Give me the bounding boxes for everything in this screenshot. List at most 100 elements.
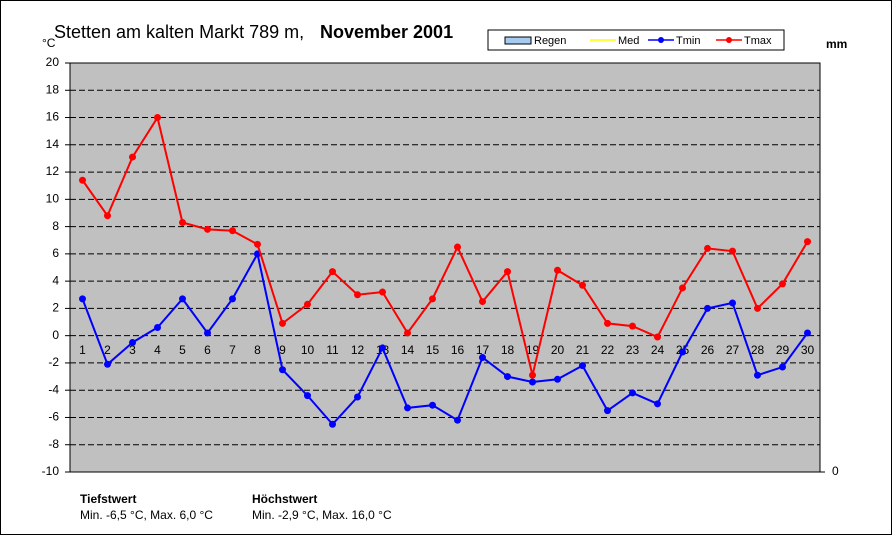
- x-tick-label: 10: [301, 343, 315, 357]
- x-tick-label: 6: [204, 343, 211, 357]
- point: [604, 319, 611, 327]
- point: [404, 404, 411, 412]
- point: [504, 373, 511, 381]
- x-tick-label: 7: [229, 343, 236, 357]
- point: [329, 268, 336, 276]
- point: [204, 225, 211, 233]
- point: [279, 366, 286, 374]
- x-tick-label: 17: [476, 343, 490, 357]
- point: [804, 238, 811, 246]
- point: [654, 333, 661, 341]
- y-tick-label: 6: [52, 246, 59, 260]
- point: [279, 319, 286, 327]
- x-tick-label: 15: [426, 343, 440, 357]
- point: [329, 420, 336, 428]
- point: [804, 329, 811, 337]
- y-tick-label: 16: [46, 110, 60, 124]
- plot-area: [70, 63, 820, 472]
- point: [529, 371, 536, 379]
- point: [79, 176, 86, 184]
- x-tick-label: 9: [279, 343, 286, 357]
- x-tick-label: 24: [651, 343, 665, 357]
- x-tick-label: 4: [154, 343, 161, 357]
- annotation-text: Min. -6,5 °C, Max. 6,0 °C: [80, 508, 213, 522]
- point: [104, 212, 111, 220]
- y-tick-label: 12: [46, 164, 60, 178]
- point: [304, 392, 311, 400]
- point: [204, 329, 211, 337]
- point: [429, 401, 436, 409]
- y2-axis-label: mm: [826, 37, 847, 51]
- point: [229, 227, 236, 235]
- point: [254, 240, 261, 248]
- chart-subtitle: November 2001: [320, 22, 453, 42]
- point: [529, 378, 536, 386]
- point: [479, 353, 486, 361]
- x-tick-label: 27: [726, 343, 740, 357]
- x-tick-label: 2: [104, 343, 111, 357]
- series-line: [81, 251, 809, 426]
- annotation-text: Min. -2,9 °C, Max. 16,0 °C: [252, 508, 392, 522]
- point: [454, 243, 461, 251]
- x-tick-label: 30: [801, 343, 815, 357]
- point: [704, 244, 711, 252]
- y-tick-label: 4: [52, 273, 59, 287]
- y-tick-label: 20: [46, 55, 60, 69]
- x-tick-label: 14: [401, 343, 415, 357]
- point: [154, 323, 161, 331]
- x-tick-label: 22: [601, 343, 615, 357]
- series-line: [81, 114, 809, 376]
- point: [154, 114, 161, 122]
- point: [229, 295, 236, 303]
- point: [379, 344, 386, 352]
- x-tick-label: 12: [351, 343, 365, 357]
- x-tick-label: 3: [129, 343, 136, 357]
- point: [754, 304, 761, 312]
- y-tick-label: -6: [48, 410, 59, 424]
- point: [454, 416, 461, 424]
- y2-tick-label: 0: [832, 464, 839, 478]
- point: [579, 281, 586, 289]
- point: [79, 295, 86, 303]
- point: [654, 400, 661, 408]
- point: [679, 348, 686, 356]
- x-tick-label: 18: [501, 343, 515, 357]
- point: [404, 329, 411, 337]
- y-tick-label: 10: [46, 192, 60, 206]
- point: [429, 295, 436, 303]
- y-tick-label: 14: [46, 137, 60, 151]
- x-tick-label: 8: [254, 343, 261, 357]
- x-tick-label: 26: [701, 343, 715, 357]
- point: [479, 298, 486, 306]
- y-tick-label: 18: [46, 82, 60, 96]
- point: [354, 393, 361, 401]
- x-tick-label: 11: [326, 343, 339, 357]
- point: [604, 407, 611, 415]
- point: [354, 291, 361, 299]
- x-tick-label: 20: [551, 343, 565, 357]
- legend-swatch: [504, 36, 532, 45]
- y-axis-label: °C: [42, 36, 56, 50]
- point: [554, 375, 561, 383]
- y-tick-label: -10: [42, 464, 60, 478]
- point: [504, 268, 511, 276]
- x-tick-label: 16: [451, 343, 465, 357]
- y-tick-label: -4: [48, 382, 59, 396]
- y-tick-label: -2: [48, 355, 59, 369]
- point: [554, 266, 561, 274]
- x-tick-label: 1: [79, 343, 86, 357]
- x-tick-label: 28: [751, 343, 765, 357]
- y-tick-label: 2: [52, 301, 59, 315]
- point: [729, 247, 736, 255]
- point: [754, 371, 761, 379]
- legend-label: Regen: [534, 35, 566, 47]
- legend-label: Tmin: [676, 35, 700, 47]
- point: [304, 300, 311, 308]
- chart-title: Stetten am kalten Markt 789 m,: [54, 22, 304, 42]
- point: [779, 363, 786, 371]
- point: [729, 299, 736, 307]
- annotation-title: Tiefstwert: [80, 492, 136, 506]
- legend-label: Tmax: [744, 35, 772, 47]
- point: [129, 153, 136, 161]
